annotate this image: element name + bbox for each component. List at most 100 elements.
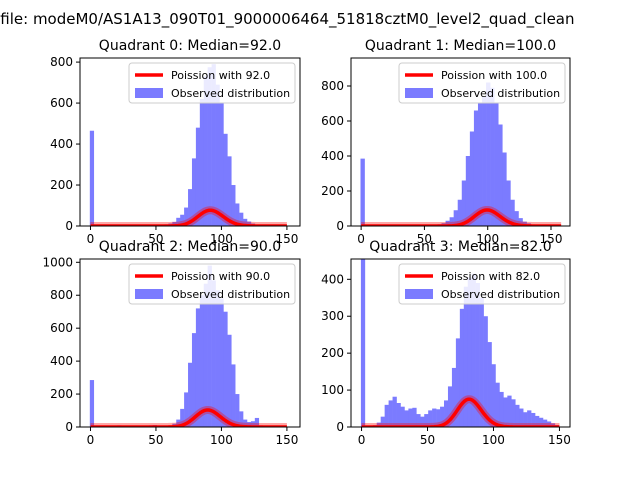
histogram-bar <box>89 130 95 226</box>
histogram-bar <box>499 391 504 427</box>
histogram-bar <box>250 421 256 427</box>
x-tick-label: 150 <box>548 433 571 447</box>
histogram-bar <box>392 396 397 427</box>
histogram-bar <box>486 82 491 226</box>
subplot-title: Quadrant 1: Median=100.0 <box>365 38 556 54</box>
y-tick-label: 600 <box>321 114 344 128</box>
histogram-bar <box>235 394 240 427</box>
histogram-bar <box>424 414 429 427</box>
histogram-bar <box>211 280 216 427</box>
histogram-bar <box>184 392 189 427</box>
histogram-bar <box>523 412 528 427</box>
histogram-bar <box>243 218 248 226</box>
histogram-bar <box>502 152 507 226</box>
histogram-bar <box>188 362 193 427</box>
subplot-quadrant-0: 0 50 100 150 0 200 400 600 800 Quadrant 0: Median… <box>50 38 301 246</box>
y-tick-label: 0 <box>336 420 344 434</box>
x-tick-label: 0 <box>358 433 366 447</box>
axes-frame <box>350 258 571 428</box>
histogram-bar <box>223 311 228 427</box>
legend-label: Poission with 90.0 <box>171 270 270 283</box>
y-tick-label: 800 <box>50 55 73 69</box>
histogram-bar <box>360 259 366 427</box>
y-tick-label: 200 <box>321 346 344 360</box>
y-tick-label: 0 <box>336 219 344 233</box>
histogram-bar <box>223 133 228 226</box>
subplot-quadrant-2: 0 50 100 150 0 200 400 600 800 1000 Quadrant 2: Me… <box>42 239 301 447</box>
y-tick-label: 200 <box>321 184 344 198</box>
histogram-bar <box>491 364 496 427</box>
histogram-bar <box>215 290 220 427</box>
axes-frame <box>79 258 301 428</box>
y-tick-label: 200 <box>50 387 73 401</box>
y-tick-label: 400 <box>50 354 73 368</box>
histogram-bar <box>195 308 201 427</box>
x-tick-label: 100 <box>482 433 505 447</box>
histogram-bar <box>465 156 471 226</box>
x-tick-label: 150 <box>275 433 298 447</box>
histogram-bar <box>518 218 523 226</box>
subplot-quadrant-3: 0 50 100 150 0 100 200 300 400 Quadrant 3: Median… <box>321 239 571 447</box>
histogram-bar <box>455 338 461 427</box>
histogram-bar <box>503 397 508 427</box>
histogram-bar <box>235 203 240 226</box>
histogram-bar <box>207 265 212 427</box>
legend-label: Poission with 82.0 <box>441 270 540 283</box>
subplot-title: Quadrant 3: Median=82.0 <box>369 239 551 255</box>
histogram-bar <box>432 408 437 427</box>
histogram-bar <box>188 189 193 226</box>
histogram-bar <box>514 211 519 226</box>
histogram-bar <box>495 382 500 427</box>
poisson-curve <box>361 397 560 427</box>
x-tick-label: 0 <box>87 433 95 447</box>
x-tick-label: 50 <box>148 433 163 447</box>
legend-bar-swatch <box>135 88 163 98</box>
histogram-bar <box>467 277 473 427</box>
y-tick-label: 400 <box>321 149 344 163</box>
histogram-bar <box>546 421 552 427</box>
histogram-bar <box>445 220 450 226</box>
histogram-bar <box>459 308 465 427</box>
histogram-bar <box>490 87 495 226</box>
legend-label: Observed distribution <box>171 288 290 301</box>
y-tick-label: 200 <box>50 178 73 192</box>
x-tick-label: 100 <box>210 232 233 246</box>
axes-frame <box>79 57 301 227</box>
histogram-bar <box>219 103 224 226</box>
histogram-bar <box>436 409 441 427</box>
histogram-bar <box>360 158 365 226</box>
figure-title: n file: modeM0/AS1A13_090T01_9000006464_… <box>0 10 575 29</box>
histogram-bar <box>477 103 483 226</box>
histogram-bar <box>487 342 492 427</box>
histogram-bar <box>231 364 236 427</box>
y-tick-label: 400 <box>321 272 344 286</box>
histogram-bar <box>231 185 236 226</box>
legend-bar-swatch <box>405 88 433 98</box>
x-tick-label: 0 <box>87 232 95 246</box>
histogram-bar <box>376 422 381 427</box>
histogram-bar <box>482 96 487 226</box>
histogram-bar <box>89 380 95 427</box>
histogram-bar <box>203 76 208 226</box>
legend-label: Observed distribution <box>171 87 290 100</box>
y-tick-label: 600 <box>50 96 73 110</box>
histogram-bar <box>527 410 532 427</box>
y-tick-label: 800 <box>321 79 344 93</box>
legend-bar-swatch <box>405 289 433 299</box>
histogram-bar <box>538 417 544 427</box>
x-tick-label: 50 <box>420 433 435 447</box>
histogram-bar <box>254 417 260 427</box>
histogram-bar <box>211 64 216 226</box>
histogram-bar <box>428 410 433 427</box>
histogram-bar <box>239 411 244 427</box>
histogram-bar <box>176 217 181 226</box>
histogram-bar <box>184 207 189 226</box>
x-tick-label: 150 <box>275 232 298 246</box>
histogram-bar <box>510 199 515 226</box>
plot-area <box>358 259 563 427</box>
legend-box <box>128 62 296 104</box>
poisson-curve-halo <box>358 395 563 427</box>
legend-label: Poission with 100.0 <box>441 69 547 82</box>
histogram-bar <box>180 408 185 427</box>
